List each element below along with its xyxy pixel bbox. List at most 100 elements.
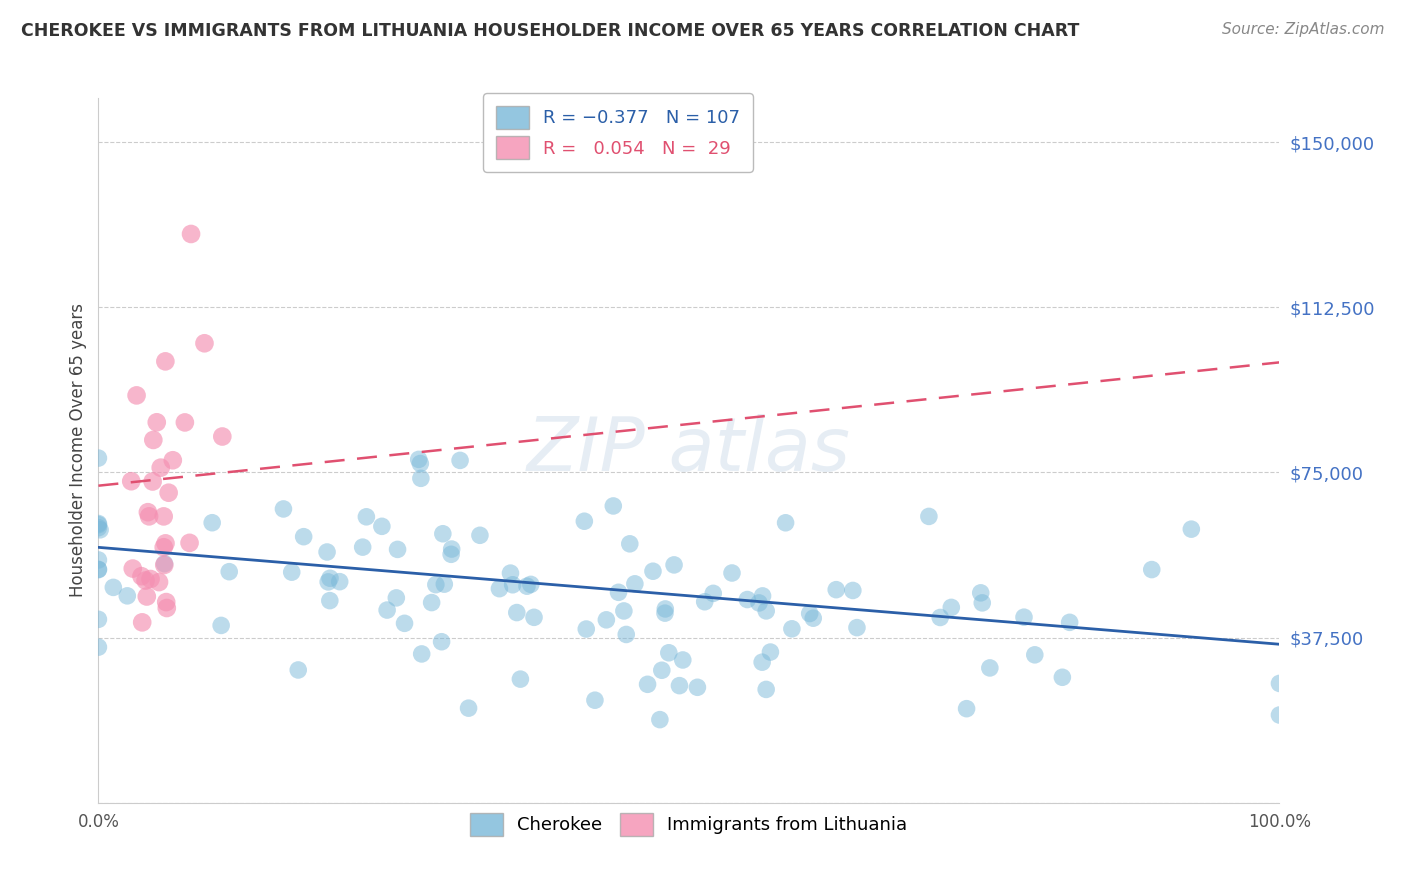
Point: [433, 577, 456, 591]
Point: [411, 647, 433, 661]
Point: [648, 713, 671, 727]
Point: [759, 645, 782, 659]
Point: [117, 589, 139, 603]
Point: [425, 577, 447, 591]
Point: [149, 460, 172, 475]
Text: CHEROKEE VS IMMIGRANTS FROM LITHUANIA HOUSEHOLDER INCOME OVER 65 YEARS CORRELATI: CHEROKEE VS IMMIGRANTS FROM LITHUANIA HO…: [21, 22, 1080, 40]
Point: [1180, 522, 1202, 536]
Point: [287, 663, 309, 677]
Point: [801, 611, 824, 625]
Point: [523, 610, 546, 624]
Point: [941, 600, 963, 615]
Point: [142, 475, 165, 489]
Point: [499, 566, 522, 581]
Point: [641, 564, 664, 578]
Point: [668, 679, 690, 693]
Point: [825, 582, 848, 597]
Point: [280, 565, 302, 579]
Point: [672, 653, 695, 667]
Point: [918, 509, 941, 524]
Point: [87, 612, 110, 626]
Point: [409, 471, 432, 485]
Point: [162, 453, 184, 467]
Point: [89, 523, 111, 537]
Point: [721, 566, 744, 580]
Point: [775, 516, 797, 530]
Point: [583, 693, 606, 707]
Point: [87, 517, 110, 532]
Point: [152, 509, 174, 524]
Point: [153, 558, 176, 572]
Point: [440, 547, 463, 561]
Point: [139, 572, 162, 586]
Point: [1052, 670, 1074, 684]
Point: [121, 561, 143, 575]
Point: [155, 536, 177, 550]
Text: ZIP atlas: ZIP atlas: [527, 415, 851, 486]
Point: [468, 528, 491, 542]
Point: [780, 622, 803, 636]
Point: [449, 453, 471, 467]
Point: [319, 593, 342, 607]
Point: [179, 536, 201, 550]
Point: [156, 601, 179, 615]
Point: [972, 596, 994, 610]
Legend: Cherokee, Immigrants from Lithuania: Cherokee, Immigrants from Lithuania: [463, 805, 915, 843]
Point: [654, 602, 676, 616]
Point: [755, 682, 778, 697]
Point: [87, 640, 110, 655]
Point: [180, 227, 202, 241]
Point: [87, 516, 110, 531]
Point: [488, 582, 510, 596]
Point: [316, 545, 339, 559]
Point: [409, 457, 432, 471]
Point: [955, 701, 977, 715]
Point: [408, 452, 430, 467]
Point: [1140, 563, 1163, 577]
Point: [193, 336, 215, 351]
Point: [737, 592, 759, 607]
Point: [574, 514, 596, 528]
Point: [607, 585, 630, 599]
Point: [1024, 648, 1046, 662]
Point: [457, 701, 479, 715]
Point: [595, 613, 617, 627]
Point: [135, 574, 157, 588]
Text: Source: ZipAtlas.com: Source: ZipAtlas.com: [1222, 22, 1385, 37]
Point: [173, 416, 195, 430]
Point: [506, 606, 529, 620]
Point: [138, 509, 160, 524]
Point: [201, 516, 224, 530]
Point: [970, 586, 993, 600]
Point: [751, 589, 773, 603]
Point: [686, 681, 709, 695]
Point: [658, 646, 681, 660]
Point: [929, 610, 952, 624]
Point: [375, 603, 398, 617]
Point: [420, 596, 443, 610]
Point: [148, 575, 170, 590]
Point: [155, 595, 177, 609]
Point: [120, 474, 142, 488]
Point: [103, 580, 125, 594]
Point: [142, 433, 165, 447]
Point: [613, 604, 636, 618]
Point: [87, 451, 110, 466]
Point: [693, 595, 716, 609]
Point: [87, 563, 110, 577]
Point: [87, 521, 110, 535]
Point: [394, 616, 416, 631]
Point: [509, 672, 531, 686]
Point: [87, 562, 110, 576]
Point: [654, 606, 676, 620]
Point: [748, 596, 770, 610]
Point: [319, 571, 342, 585]
Point: [292, 530, 315, 544]
Point: [662, 558, 685, 572]
Point: [651, 663, 673, 677]
Point: [385, 591, 408, 605]
Point: [979, 661, 1001, 675]
Point: [371, 519, 394, 533]
Point: [387, 542, 409, 557]
Point: [87, 553, 110, 567]
